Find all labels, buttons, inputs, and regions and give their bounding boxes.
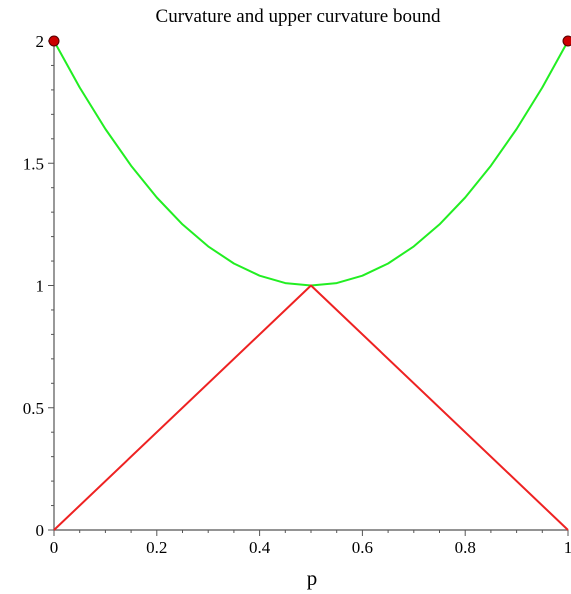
data-point-1 [562, 35, 571, 47]
y-tick-label: 2 [36, 32, 45, 51]
x-tick-label: 0.6 [352, 538, 373, 557]
series-line-0 [53, 40, 569, 287]
series-line-1 [53, 284, 569, 531]
y-tick-label: 1 [36, 277, 45, 296]
y-tick-label: 0.5 [23, 399, 44, 418]
series-layer [53, 40, 569, 531]
y-tick-label: 1.5 [23, 154, 44, 173]
x-axis-label: p [307, 566, 318, 590]
x-tick-label: 0.8 [455, 538, 476, 557]
chart-title: Curvature and upper curvature bound [156, 6, 441, 27]
x-tick-label: 0.2 [146, 538, 167, 557]
points-layer [48, 35, 571, 47]
x-tick-label: 1 [564, 538, 571, 557]
x-tick-label: 0 [50, 538, 59, 557]
data-point-0 [48, 35, 60, 47]
y-tick-label: 0 [36, 521, 45, 540]
x-tick-label: 0.4 [249, 538, 271, 557]
axes: 0 0.2 0.4 0.6 0.8 1 0 0.5 1 1.5 2 [23, 32, 571, 557]
